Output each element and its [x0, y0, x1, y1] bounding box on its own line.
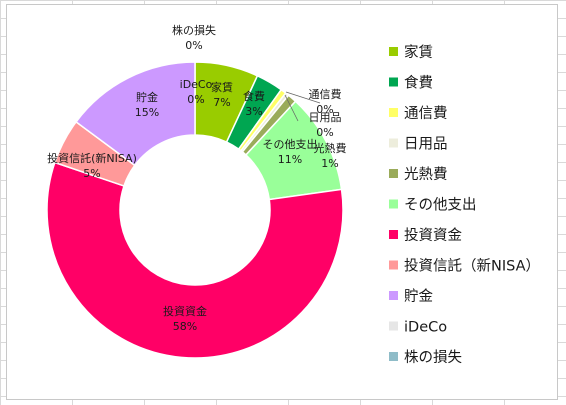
legend-swatch-貯金 [389, 291, 398, 300]
slices-group [46, 61, 344, 359]
legend-label-株の損失: 株の損失 [404, 349, 462, 366]
legend-swatch-通信費 [389, 108, 398, 117]
leader-line-通信費 [285, 91, 321, 104]
data-labels: 家賃 7% 食費 3% 通信費 0%日用品 0%光熱費 1%その他支出 11% 投資資金 58% 投資… [47, 23, 346, 333]
legend-swatch-光熱費 [389, 169, 398, 178]
legend-swatch-食費 [389, 77, 398, 87]
legend-label-投資信託（新NISA）: 投資信託（新NISA） [404, 258, 540, 275]
legend-swatch-投資信託（新NISA） [389, 260, 398, 270]
data-label-家賃: 家賃 7% [211, 80, 233, 109]
legend-label-食費: 食費 [404, 75, 433, 92]
legend-swatch-その他支出 [389, 199, 398, 209]
legend-label-貯金: 貯金 [404, 288, 433, 305]
data-label-投資信託（新NISA）: 投資信託(新NISA) 5% [47, 151, 137, 180]
legend-swatch-家賃 [389, 47, 398, 56]
legend-swatch-株の損失 [389, 352, 398, 361]
data-label-投資資金: 投資資金 58% [163, 304, 207, 333]
legend-label-通信費: 通信費 [404, 105, 448, 122]
legend-swatch-日用品 [389, 138, 398, 148]
data-label-iDeCo: iDeCo 0% [180, 78, 213, 106]
data-label-株の損失: 株の損失 0% [172, 23, 216, 52]
data-label-食費: 食費 3% [243, 89, 265, 118]
legend-label-家賃: 家賃 [404, 44, 433, 61]
data-label-貯金: 貯金 15% [135, 90, 159, 119]
legend-label-日用品: 日用品 [404, 136, 448, 153]
donut-hole [120, 135, 270, 285]
data-label-通信費: 通信費 0% [309, 87, 342, 116]
legend-label-投資資金: 投資資金 [404, 227, 462, 244]
legend-label-光熱費: 光熱費 [404, 166, 448, 183]
legend-label-その他支出: その他支出 [404, 197, 477, 214]
data-label-日用品: 日用品 0% [309, 111, 342, 139]
data-label-光熱費: 光熱費 1% [314, 141, 347, 170]
leader-line-日用品 [284, 94, 299, 122]
legend-swatch-投資資金 [389, 230, 398, 239]
legend-label-iDeCo: iDeCo [404, 320, 447, 336]
legend-swatch-iDeCo [389, 321, 398, 331]
data-label-その他支出: その他支出 11% [263, 137, 318, 166]
